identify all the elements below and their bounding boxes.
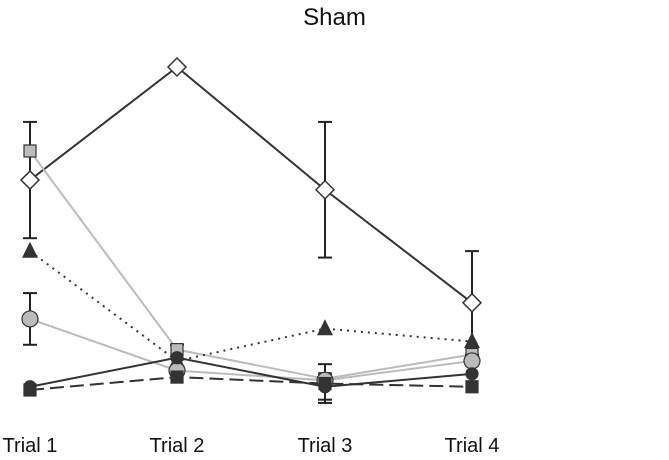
series-line-6 bbox=[29, 376, 473, 391]
chart-title: Sham bbox=[303, 4, 366, 31]
data-point-s1-p1 bbox=[19, 169, 41, 191]
series-line-3 bbox=[29, 250, 473, 363]
data-point-s6-p2 bbox=[170, 370, 184, 384]
data-point-s4-p1 bbox=[21, 310, 39, 328]
data-point-s5-p4 bbox=[465, 367, 479, 381]
data-point-s1-p4 bbox=[461, 292, 483, 313]
x-tick-label-2: Trial 2 bbox=[150, 435, 205, 457]
series-line-4 bbox=[29, 317, 473, 382]
data-point-s3-p3 bbox=[317, 319, 333, 336]
data-point-s1-p3 bbox=[314, 179, 336, 200]
x-tick-label-4: Trial 4 bbox=[445, 435, 500, 457]
data-point-s3-p4 bbox=[464, 332, 480, 349]
x-tick-label-1: Trial 1 bbox=[3, 435, 58, 457]
x-tick-label-3: Trial 3 bbox=[298, 435, 353, 457]
data-point-s2-p1 bbox=[23, 144, 37, 158]
data-point-s6-p1 bbox=[23, 383, 37, 397]
data-point-s6-p4 bbox=[465, 380, 479, 394]
data-point-s4-p4 bbox=[463, 352, 481, 370]
data-point-s5-p2 bbox=[170, 351, 184, 365]
data-point-s6-p3 bbox=[318, 376, 332, 391]
data-point-s3-p1 bbox=[22, 241, 38, 258]
series-line-2 bbox=[29, 150, 473, 380]
data-point-s1-p2 bbox=[166, 56, 188, 78]
series-line-5 bbox=[29, 356, 473, 388]
series-line-1 bbox=[29, 65, 473, 304]
